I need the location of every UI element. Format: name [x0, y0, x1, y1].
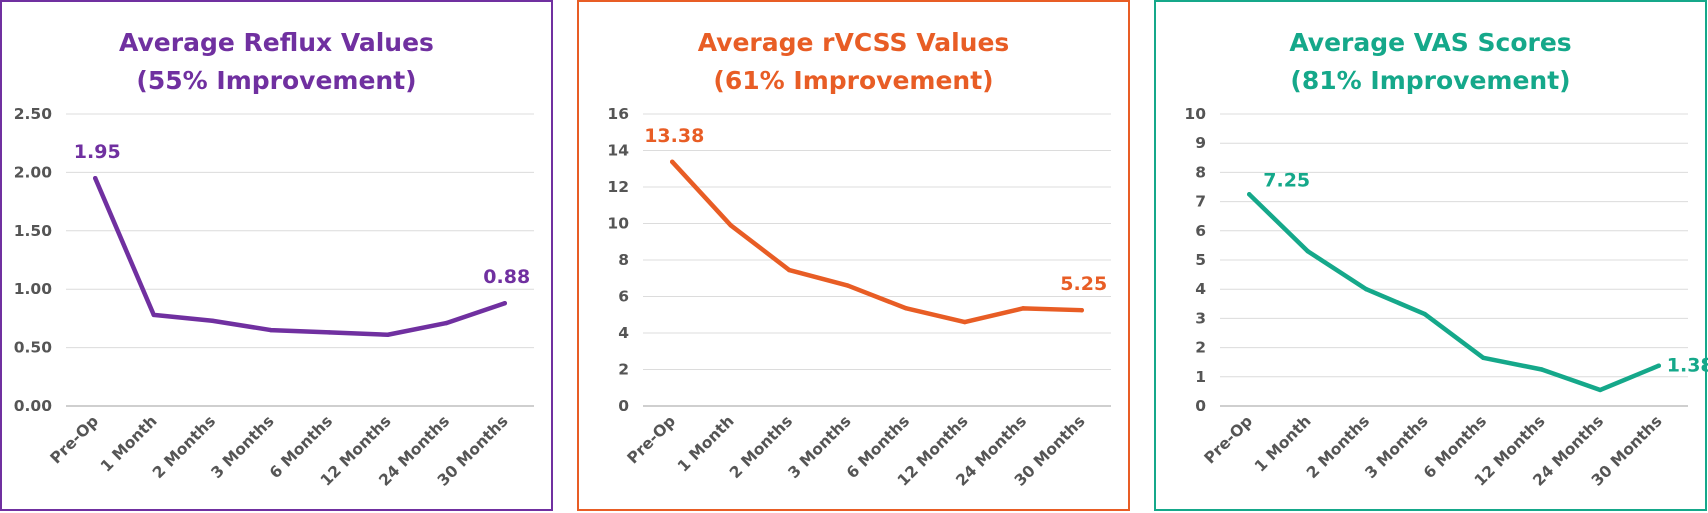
- y-tick-label: 10: [607, 215, 629, 233]
- chart-subtitle: (61% Improvement): [713, 66, 994, 95]
- data-point: [845, 283, 850, 288]
- series-line: [670, 159, 1084, 325]
- data-point: [904, 306, 909, 311]
- y-tick-label: 4: [1195, 280, 1206, 298]
- y-tick-label: 6: [1195, 222, 1206, 240]
- series-line: [93, 175, 507, 338]
- data-point: [1656, 363, 1661, 368]
- data-point: [327, 330, 332, 335]
- chart-title: Average Reflux Values: [119, 28, 434, 57]
- data-point: [1364, 287, 1369, 292]
- data-label: 0.88: [483, 266, 530, 288]
- rvcss-chart-panel: Average rVCSS Values (61% Improvement) 0…: [577, 0, 1130, 511]
- data-point: [210, 318, 215, 323]
- x-tick-label: Pre-Op: [47, 412, 102, 467]
- y-tick-label: 1.50: [14, 222, 52, 240]
- x-tick-label: Pre-Op: [624, 412, 679, 467]
- y-tick-label: 1.00: [14, 280, 52, 298]
- y-tick-label: 14: [607, 142, 629, 160]
- data-point: [1539, 367, 1544, 372]
- data-point: [502, 301, 507, 306]
- y-tick-label: 2: [618, 361, 629, 379]
- y-tick-label: 8: [618, 251, 629, 269]
- data-point: [1079, 307, 1084, 313]
- data-point: [1305, 249, 1310, 254]
- vas-chart-title: Average VAS Scores (81% Improvement): [1156, 24, 1705, 100]
- data-point: [151, 312, 156, 318]
- y-tick-label: 0.50: [14, 339, 52, 357]
- chart-subtitle: (81% Improvement): [1290, 66, 1571, 95]
- y-tick-label: 2: [1195, 339, 1206, 357]
- data-point: [962, 319, 967, 325]
- y-tick-label: 3: [1195, 309, 1206, 327]
- vas-chart-panel: Average VAS Scores (81% Improvement) 0 1 2…: [1154, 0, 1708, 511]
- y-tick-label: 2.50: [14, 105, 52, 123]
- data-point: [787, 267, 792, 273]
- chart-subtitle: (55% Improvement): [136, 66, 417, 95]
- data-point: [93, 176, 98, 181]
- rvcss-chart-title: Average rVCSS Values (61% Improvement): [579, 24, 1128, 100]
- data-point: [385, 332, 390, 337]
- data-label: 5.25: [1060, 273, 1107, 295]
- data-label: 1.95: [74, 141, 121, 163]
- data-point: [1021, 306, 1026, 311]
- y-tick-label: 0: [1195, 397, 1206, 415]
- y-tick-label: 7: [1195, 193, 1206, 211]
- y-tick-label: 0.00: [14, 397, 52, 415]
- y-tick-label: 16: [607, 105, 629, 123]
- data-point: [444, 320, 449, 326]
- data-label: 1.38: [1667, 355, 1708, 377]
- y-tick-label: 6: [618, 288, 629, 306]
- data-point: [268, 327, 273, 333]
- y-tick-label: 4: [618, 324, 629, 342]
- y-tick-label: 10: [1184, 105, 1206, 123]
- y-tick-label: 2.00: [14, 163, 52, 181]
- x-tick-label: Pre-Op: [1201, 412, 1256, 467]
- chart-title: Average VAS Scores: [1289, 28, 1572, 57]
- data-point: [1422, 311, 1427, 317]
- chart-title: Average rVCSS Values: [697, 28, 1010, 57]
- data-point: [728, 223, 733, 228]
- y-tick-label: 9: [1195, 134, 1206, 152]
- y-tick-label: 0: [618, 397, 629, 415]
- data-point: [1598, 387, 1603, 393]
- reflux-chart-panel: Average Reflux Values (55% Improvement) …: [0, 0, 553, 511]
- data-point: [1481, 355, 1486, 361]
- y-tick-label: 12: [607, 178, 629, 196]
- data-point: [670, 159, 675, 165]
- y-tick-label: 8: [1195, 163, 1206, 181]
- y-tick-label: 5: [1195, 251, 1206, 269]
- y-tick-label: 1: [1195, 368, 1206, 386]
- series-line: [1247, 192, 1661, 393]
- data-point: [1247, 192, 1252, 197]
- reflux-chart-title: Average Reflux Values (55% Improvement): [2, 24, 551, 100]
- data-label: 7.25: [1263, 169, 1310, 191]
- data-label: 13.38: [644, 125, 704, 147]
